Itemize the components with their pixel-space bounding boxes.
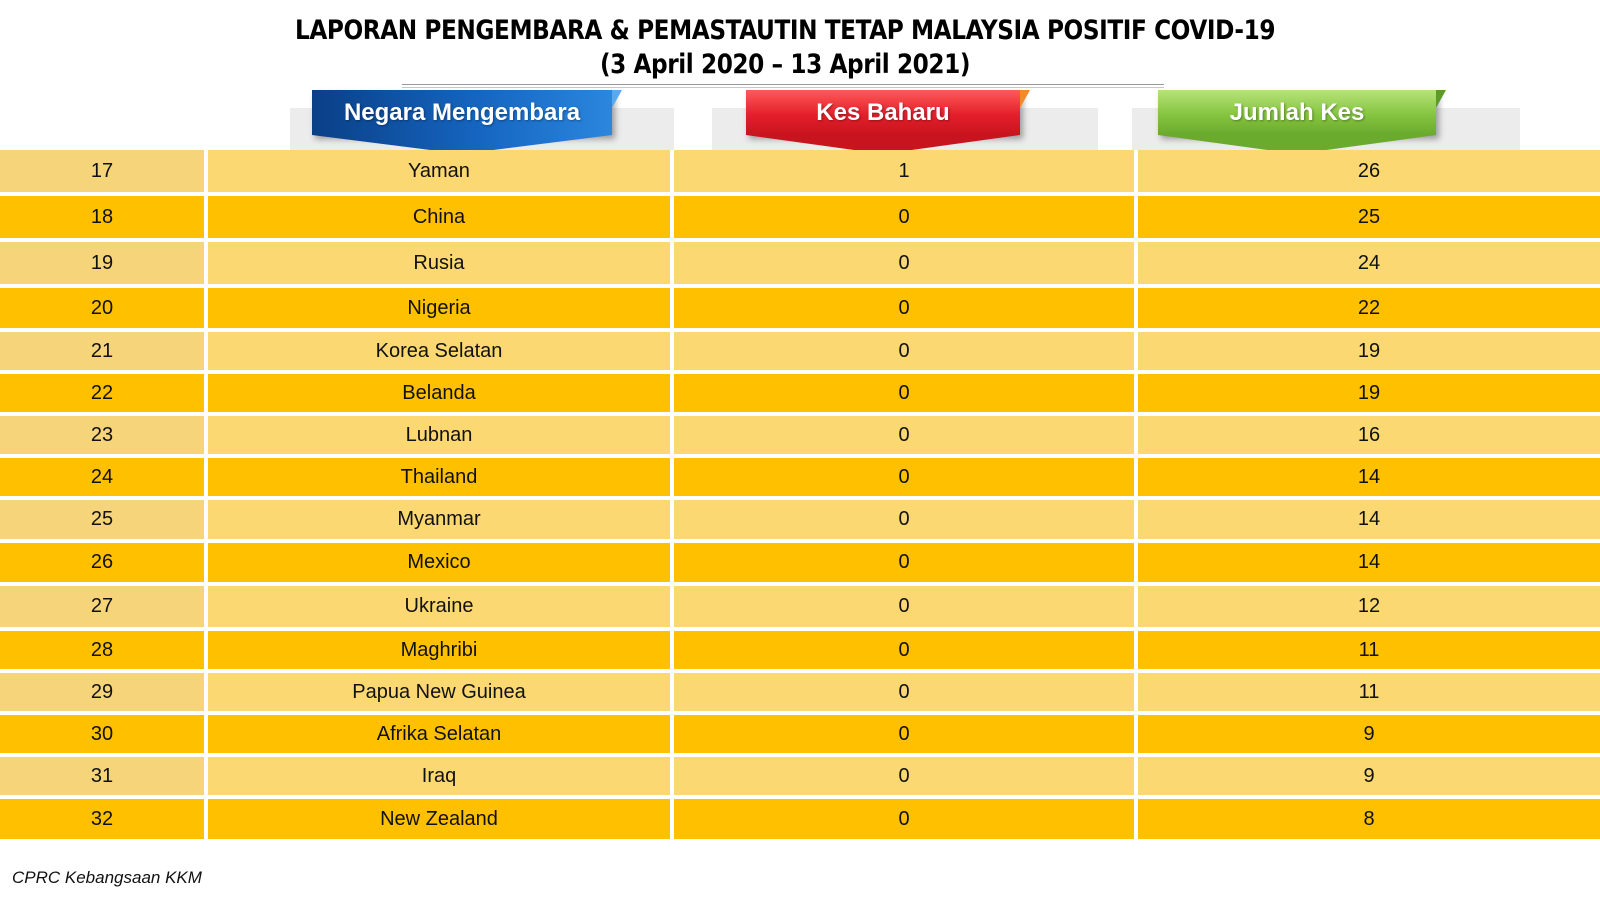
row-number-cell: 20 (0, 288, 208, 328)
row-number-cell: 32 (0, 799, 208, 839)
table-row: 31 Iraq 0 9 (0, 757, 1600, 799)
table-row: 20 Nigeria 0 22 (0, 288, 1600, 332)
row-number-cell: 31 (0, 757, 208, 795)
table-row: 26 Mexico 0 14 (0, 543, 1600, 586)
country-cell: Ukraine (208, 586, 674, 627)
country-cell: Iraq (208, 757, 674, 795)
country-cell: Belanda (208, 374, 674, 412)
title-line-2: (3 April 2020 – 13 April 2021) (599, 49, 971, 80)
row-number-cell: 18 (0, 196, 208, 238)
row-number-cell: 23 (0, 416, 208, 454)
table-row: 24 Thailand 0 14 (0, 458, 1600, 500)
cases-table: 17 Yaman 1 26 18 China 0 25 19 Rusia 0 24 20 Nigeria 0… (0, 150, 1600, 843)
country-cell: Nigeria (208, 288, 674, 328)
new-cases-cell: 1 (674, 150, 1138, 192)
total-cases-cell: 11 (1138, 631, 1600, 669)
total-cases-cell: 14 (1138, 543, 1600, 582)
new-cases-column-header: Kes Baharu (746, 90, 1030, 154)
total-cases-cell: 14 (1138, 500, 1600, 539)
row-number-cell: 30 (0, 715, 208, 753)
country-cell: Afrika Selatan (208, 715, 674, 753)
row-number-cell: 21 (0, 332, 208, 370)
row-number-cell: 29 (0, 673, 208, 711)
ribbon-fold (1020, 90, 1030, 108)
ribbon-fold (612, 90, 622, 108)
new-cases-cell: 0 (674, 543, 1138, 582)
table-row: 23 Lubnan 0 16 (0, 416, 1600, 458)
total-cases-cell: 16 (1138, 416, 1600, 454)
source-note: CPRC Kebangsaan KKM (12, 868, 202, 887)
new-cases-cell: 0 (674, 288, 1138, 328)
table-row: 21 Korea Selatan 0 19 (0, 332, 1600, 374)
country-cell: Myanmar (208, 500, 674, 539)
country-cell: Thailand (208, 458, 674, 496)
country-cell: Papua New Guinea (208, 673, 674, 711)
total-cases-cell: 9 (1138, 715, 1600, 753)
new-cases-column-label: Kes Baharu (816, 98, 950, 126)
row-number-cell: 25 (0, 500, 208, 539)
row-number-cell: 27 (0, 586, 208, 627)
table-row: 17 Yaman 1 26 (0, 150, 1600, 196)
country-cell: Rusia (208, 242, 674, 284)
table-row: 25 Myanmar 0 14 (0, 500, 1600, 543)
table-row: 22 Belanda 0 19 (0, 374, 1600, 416)
title-underline (402, 84, 1164, 85)
new-cases-cell: 0 (674, 332, 1138, 370)
new-cases-cell: 0 (674, 757, 1138, 795)
row-number-cell: 22 (0, 374, 208, 412)
new-cases-cell: 0 (674, 799, 1138, 839)
total-cases-cell: 25 (1138, 196, 1600, 238)
title-line-1: LAPORAN PENGEMBARA & PEMASTAUTIN TETAP M… (294, 15, 1276, 46)
total-cases-cell: 24 (1138, 242, 1600, 284)
new-cases-cell: 0 (674, 458, 1138, 496)
row-number-cell: 24 (0, 458, 208, 496)
country-cell: New Zealand (208, 799, 674, 839)
country-cell: Lubnan (208, 416, 674, 454)
new-cases-cell: 0 (674, 586, 1138, 627)
table-row: 27 Ukraine 0 12 (0, 586, 1600, 631)
new-cases-cell: 0 (674, 631, 1138, 669)
total-cases-cell: 12 (1138, 586, 1600, 627)
total-cases-cell: 8 (1138, 799, 1600, 839)
country-cell: Korea Selatan (208, 332, 674, 370)
row-number-cell: 17 (0, 150, 208, 192)
total-cases-cell: 26 (1138, 150, 1600, 192)
country-cell: Maghribi (208, 631, 674, 669)
row-number-cell: 26 (0, 543, 208, 582)
report-title: LAPORAN PENGEMBARA & PEMASTAUTIN TETAP M… (110, 14, 1460, 82)
new-cases-cell: 0 (674, 715, 1138, 753)
total-cases-cell: 19 (1138, 374, 1600, 412)
total-cases-cell: 11 (1138, 673, 1600, 711)
new-cases-cell: 0 (674, 416, 1138, 454)
ribbon-fold (1436, 90, 1446, 108)
table-row: 32 New Zealand 0 8 (0, 799, 1600, 843)
new-cases-cell: 0 (674, 196, 1138, 238)
total-cases-column-header: Jumlah Kes (1158, 90, 1446, 154)
total-cases-column-label: Jumlah Kes (1229, 98, 1365, 126)
table-row: 29 Papua New Guinea 0 11 (0, 673, 1600, 715)
country-cell: Yaman (208, 150, 674, 192)
row-number-cell: 28 (0, 631, 208, 669)
row-number-cell: 19 (0, 242, 208, 284)
total-cases-cell: 9 (1138, 757, 1600, 795)
title-underline-secondary (402, 87, 1164, 88)
new-cases-cell: 0 (674, 500, 1138, 539)
new-cases-cell: 0 (674, 242, 1138, 284)
new-cases-cell: 0 (674, 374, 1138, 412)
table-row: 18 China 0 25 (0, 196, 1600, 242)
country-cell: Mexico (208, 543, 674, 582)
country-column-header: Negara Mengembara (312, 90, 622, 154)
new-cases-cell: 0 (674, 673, 1138, 711)
total-cases-cell: 22 (1138, 288, 1600, 328)
country-cell: China (208, 196, 674, 238)
table-row: 30 Afrika Selatan 0 9 (0, 715, 1600, 757)
total-cases-cell: 19 (1138, 332, 1600, 370)
country-column-label: Negara Mengembara (343, 98, 581, 126)
total-cases-cell: 14 (1138, 458, 1600, 496)
table-row: 19 Rusia 0 24 (0, 242, 1600, 288)
table-row: 28 Maghribi 0 11 (0, 631, 1600, 673)
